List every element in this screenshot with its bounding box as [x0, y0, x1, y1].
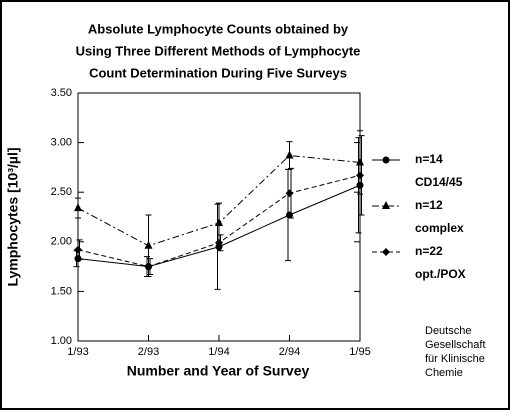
- y-tick-label: 3.50: [51, 87, 72, 99]
- legend-marker: [382, 156, 390, 164]
- legend-marker: [382, 201, 390, 209]
- marker: [215, 217, 223, 226]
- legend-label: complex: [415, 221, 464, 235]
- marker: [215, 238, 223, 247]
- chart-title: Absolute Lymphocyte Counts obtained by: [88, 21, 349, 36]
- y-tick-label: 2.50: [51, 186, 72, 198]
- annotation: Deutsche: [425, 325, 471, 337]
- y-tick-label: 3.00: [51, 137, 72, 149]
- y-axis-label: Lymphocytes [10³/µl]: [5, 147, 21, 286]
- marker: [74, 245, 82, 254]
- marker: [356, 171, 364, 180]
- x-tick-label: 1/93: [67, 346, 88, 358]
- chart-title: Using Three Different Methods of Lymphoc…: [76, 43, 361, 58]
- x-tick-label: 2/94: [279, 346, 300, 358]
- y-tick-label: 1.50: [51, 285, 72, 297]
- annotation: Gesellschaft: [425, 339, 486, 351]
- marker: [144, 262, 153, 271]
- annotation: Chemie: [425, 367, 463, 379]
- x-tick-label: 1/95: [349, 346, 370, 358]
- marker: [286, 211, 293, 219]
- annotation: für Klinische: [425, 353, 485, 365]
- marker: [285, 189, 294, 198]
- legend-label: n=22: [415, 244, 443, 258]
- legend-label: n=12: [415, 198, 443, 212]
- x-axis-label: Number and Year of Survey: [127, 363, 310, 379]
- legend-label: CD14/45: [415, 175, 463, 189]
- legend-marker: [382, 248, 390, 256]
- x-tick-label: 2/93: [138, 346, 159, 358]
- y-tick-label: 1.00: [51, 335, 72, 347]
- x-tick-label: 1/94: [208, 346, 229, 358]
- marker: [285, 150, 294, 159]
- legend-label: opt./POX: [415, 267, 466, 281]
- y-tick-label: 2.00: [51, 236, 72, 248]
- marker: [74, 203, 82, 212]
- chart-title: Count Determination During Five Surveys: [89, 65, 347, 80]
- marker: [144, 240, 153, 249]
- marker: [74, 255, 82, 263]
- legend-label: n=14: [415, 152, 443, 166]
